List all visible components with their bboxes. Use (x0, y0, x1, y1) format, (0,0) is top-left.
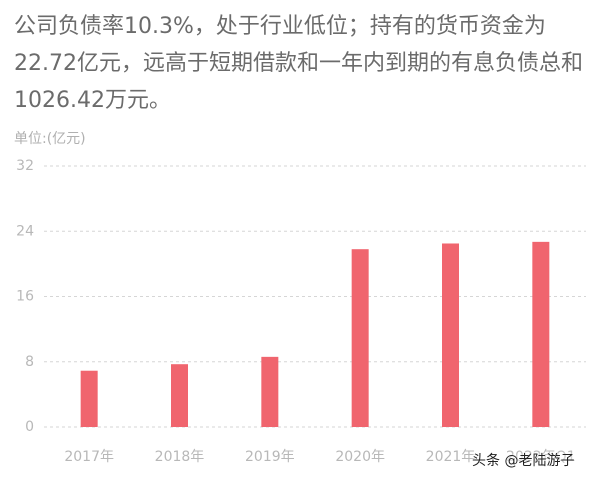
x-tick-label: 2019年 (245, 449, 295, 465)
bar (171, 364, 188, 427)
x-tick-label: 2018年 (155, 449, 205, 465)
x-tick-label: 2020年 (335, 449, 385, 465)
bar (261, 356, 279, 427)
bar (351, 249, 369, 427)
bar (532, 241, 550, 427)
y-tick-label: 0 (25, 419, 34, 435)
chart-title: 公司负债率10.3%，处于行业低位；持有的货币资金为22.72亿元，远高于短期借… (14, 14, 583, 113)
y-tick-label: 32 (16, 158, 34, 174)
x-tick-label: 2021年 (426, 449, 476, 465)
y-axis-unit: 单位:(亿元) (14, 131, 86, 147)
y-tick-label: 24 (16, 223, 34, 239)
watermark: 头条 @老陆游子 (472, 453, 575, 469)
bar (442, 243, 459, 427)
x-tick-label: 2017年 (64, 449, 114, 465)
bar (80, 370, 98, 427)
x-tick-label: 2022年Q1 (506, 449, 576, 465)
y-tick-label: 16 (16, 289, 34, 305)
y-tick-label: 8 (25, 354, 34, 370)
